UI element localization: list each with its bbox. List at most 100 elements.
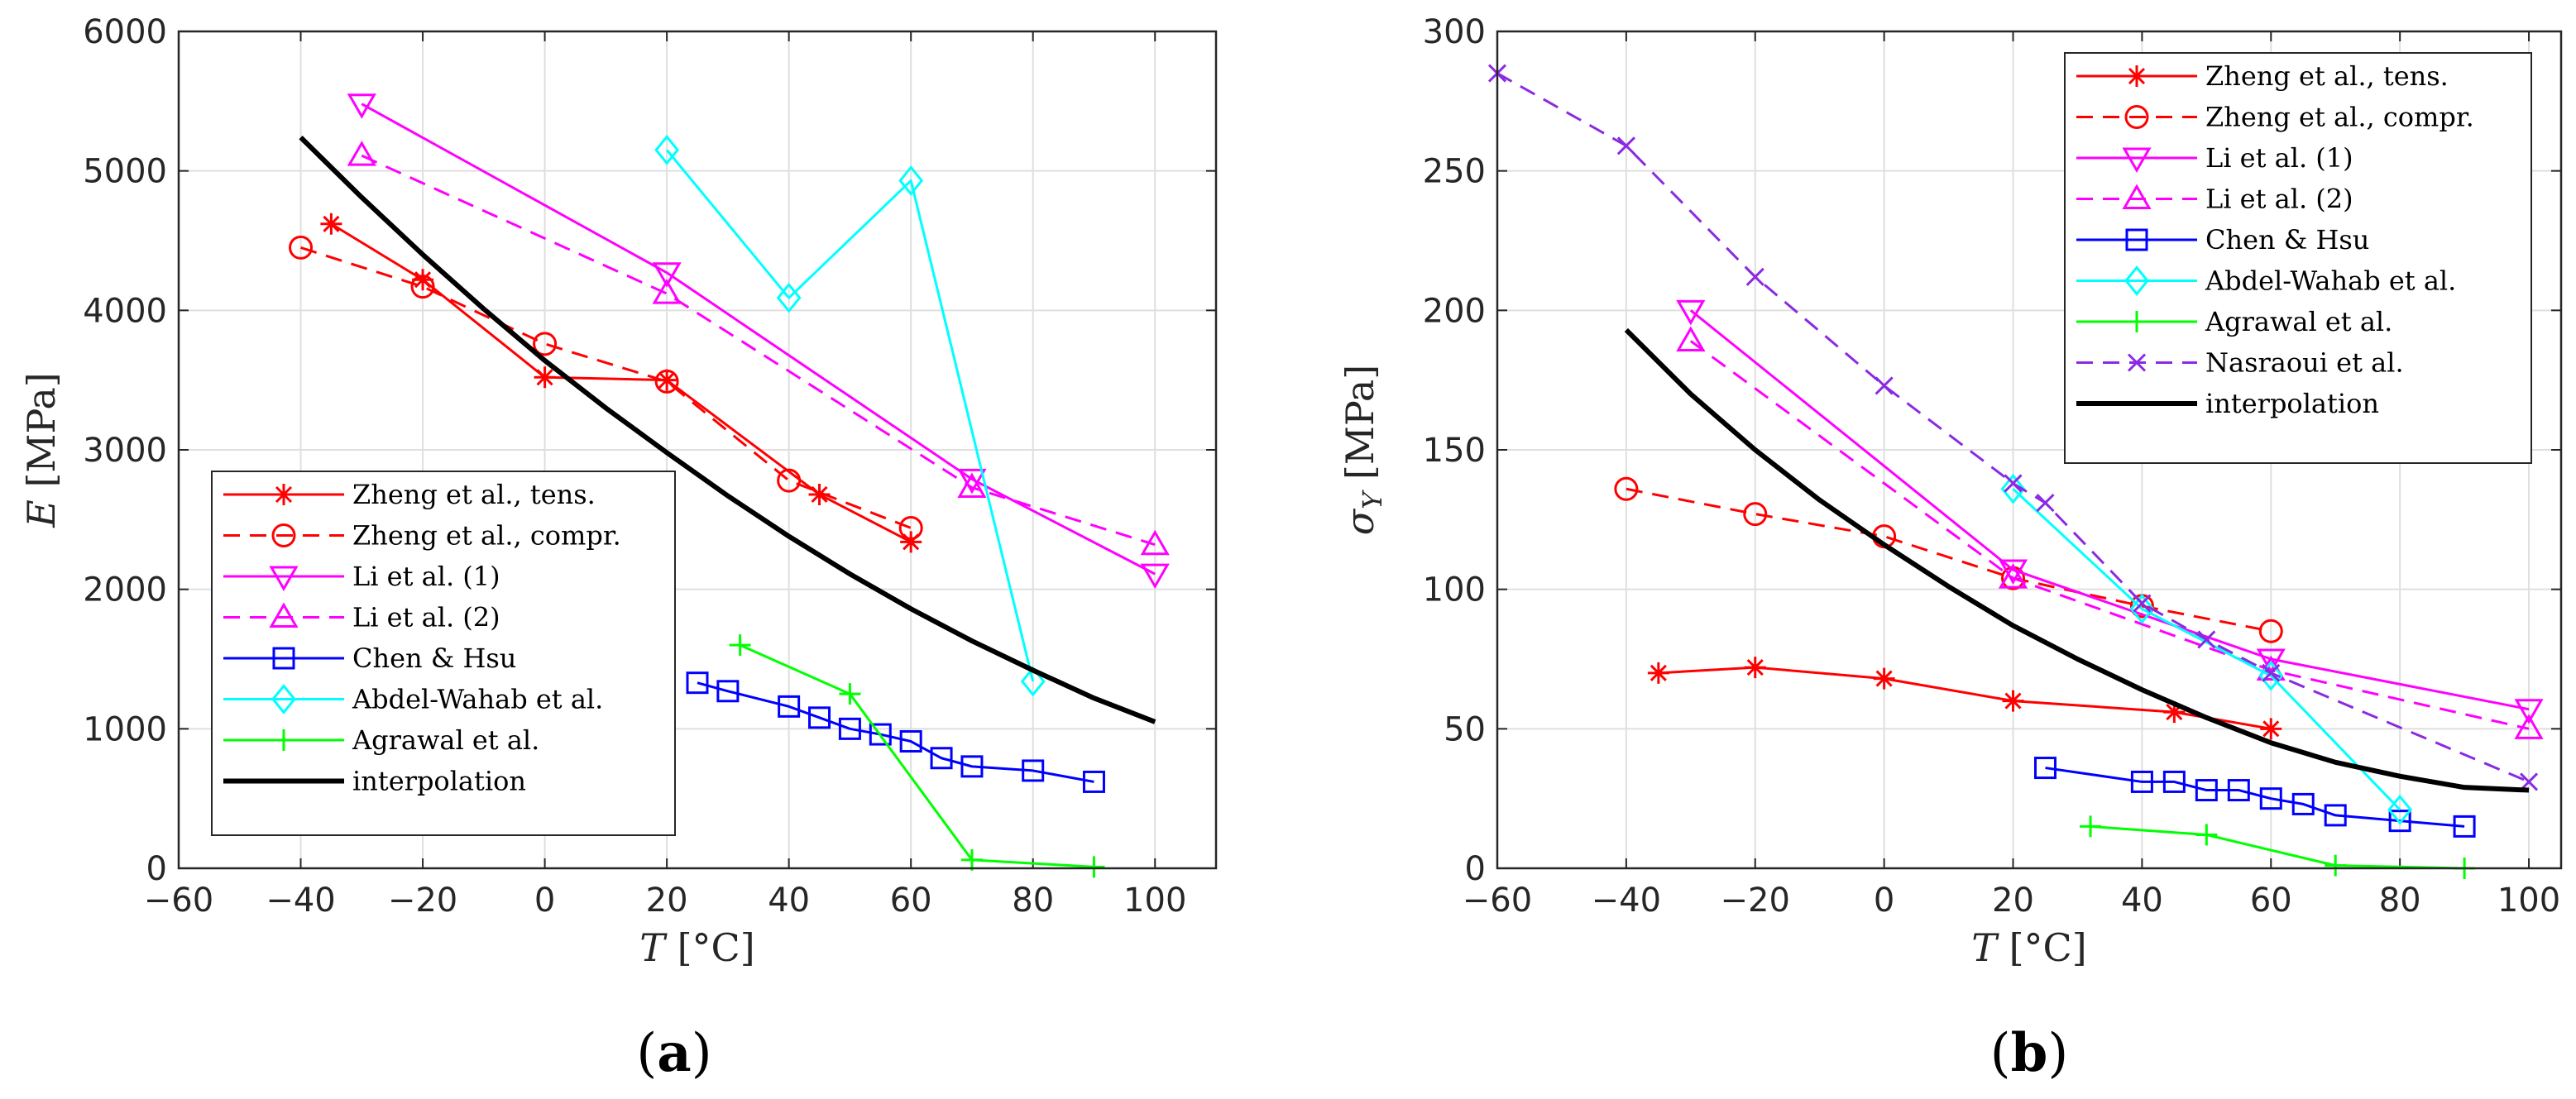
legend-marker (2122, 147, 2152, 174)
data-point (1998, 563, 2028, 589)
data-point (898, 165, 924, 196)
data-point (778, 695, 801, 718)
legend-label: Agrawal et al. (2205, 306, 2392, 337)
zheng-et-al-compr-line (1626, 487, 2272, 633)
y-axis-variable: E (19, 499, 64, 528)
data-point (839, 683, 861, 705)
series-zheng-et-al-tens (1647, 657, 2282, 740)
chart-panel-1: −60 −40 −20 0 20 40 60 80 1000100020003000400050… (19, 13, 1218, 1084)
legend-marker (2125, 228, 2148, 251)
x-axis-label: T [°C] (639, 925, 754, 970)
series-agrawal-et-al (729, 634, 1105, 878)
subfigure-letter: b (2011, 1022, 2048, 1084)
legend-item-li-et-al-2: Li et al. (2) (223, 602, 500, 633)
legend-item-zheng-et-al-tens: Zheng et al., tens. (2076, 60, 2449, 92)
legend-label: Zheng et al., compr. (2205, 102, 2474, 133)
legend-marker (271, 523, 296, 547)
data-point (2291, 792, 2315, 815)
series-li-et-al-2 (347, 141, 1170, 556)
x-tick-label: 0 (1874, 882, 1894, 920)
data-point (2130, 770, 2153, 793)
legend-marker (273, 729, 294, 751)
series-abdel-wahab-et-al (654, 134, 1046, 697)
data-point (1616, 136, 1635, 155)
legend: Zheng et al., tens. Zheng et al., compr. L… (2064, 52, 2532, 464)
data-point (2256, 648, 2286, 675)
data-point (1743, 502, 1768, 527)
legend-item-chen-hsu: Chen & Hsu (2076, 224, 2369, 256)
y-tick-label: 100 (1423, 571, 1486, 609)
x-tick-label: 40 (2121, 882, 2163, 920)
x-tick-label: 100 (1123, 882, 1186, 920)
axes-box (177, 30, 1218, 870)
data-point (838, 717, 861, 740)
y-axis-label: E [MPa] (19, 372, 64, 528)
legend-label: Abdel-Wahab et al. (352, 684, 603, 715)
legend-label: Chen & Hsu (2205, 224, 2369, 256)
axes-box (1496, 30, 2563, 870)
x-axis-unit: [°C] (665, 925, 755, 970)
legend-marker (272, 647, 295, 670)
legend: Zheng et al., tens. Zheng et al., compr. L… (211, 471, 676, 836)
y-tick-label: 150 (1423, 432, 1486, 470)
data-point (412, 269, 434, 291)
data-point (957, 468, 987, 495)
legend-marker (271, 684, 296, 714)
data-point (2514, 699, 2544, 724)
data-point (2227, 779, 2250, 802)
y-tick-label: 0 (1465, 850, 1486, 888)
data-point (716, 680, 740, 703)
data-point (1745, 267, 1764, 286)
y-tick-label: 4000 (83, 292, 167, 330)
series-li-et-al-1 (1676, 299, 2544, 724)
legend-item-li-et-al-1: Li et al. (1) (223, 561, 500, 592)
legend-item-abdel-wahab-et-al: Abdel-Wahab et al. (223, 684, 603, 715)
x-tick-label: 60 (2250, 882, 2292, 920)
data-point (1676, 326, 1706, 351)
y-tick-label: 0 (146, 850, 167, 888)
legend-item-li-et-al-1: Li et al. (1) (2076, 142, 2353, 174)
subfigure-paren: ) (692, 1023, 712, 1084)
data-point (2004, 474, 2023, 493)
data-point (2036, 494, 2055, 513)
y-axis-subscript: Y (1357, 490, 1388, 509)
y-tick-label: 300 (1423, 13, 1486, 51)
legend-label: Zheng et al., tens. (2205, 60, 2449, 92)
y-tick-label: 50 (1444, 710, 1486, 748)
data-point (2514, 714, 2544, 739)
x-tick-label: 80 (1012, 882, 1054, 920)
data-point (2387, 794, 2413, 825)
data-point (533, 332, 558, 356)
series-li-et-al-1 (347, 93, 1170, 590)
agrawal-et-al-line (2090, 824, 2465, 870)
data-point (1083, 856, 1105, 878)
data-point (2259, 787, 2282, 810)
x-tick-label: −20 (1721, 882, 1790, 920)
series-interpolation (299, 136, 1156, 724)
legend-marker (2124, 265, 2149, 296)
data-point (1140, 529, 1170, 556)
nasraoui-et-al-line (1496, 72, 2530, 783)
legend-label: Li et al. (1) (2205, 142, 2353, 174)
data-point (2195, 824, 2218, 846)
data-point (930, 747, 953, 770)
data-point (686, 671, 709, 695)
data-point (2162, 770, 2186, 793)
zheng-et-al-tens-line (1658, 666, 2272, 730)
data-point (2000, 473, 2026, 504)
series-chen-hsu (2033, 757, 2476, 838)
data-point (1875, 376, 1894, 395)
data-point (534, 366, 556, 389)
data-point (2519, 772, 2539, 791)
data-point (1022, 759, 1045, 782)
data-point (1082, 770, 1105, 793)
data-point (2262, 663, 2281, 682)
data-point (347, 141, 376, 166)
legend-label: interpolation (352, 766, 526, 797)
legend-item-interpolation: interpolation (223, 766, 526, 797)
legend-label: Zheng et al., compr. (352, 520, 621, 552)
legend-item-agrawal-et-al: Agrawal et al. (2076, 306, 2392, 337)
y-tick-label: 200 (1423, 292, 1486, 330)
x-tick-label: −60 (144, 882, 213, 920)
data-point (347, 93, 376, 119)
